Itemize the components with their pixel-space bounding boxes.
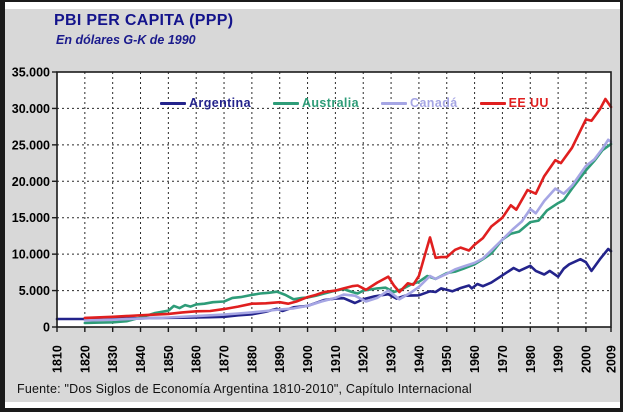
- x-tick-label: 1820: [78, 345, 92, 373]
- source-note: Fuente: "Dos Siglos de Economía Argentin…: [17, 382, 472, 396]
- x-tick-label: 1810: [51, 345, 65, 373]
- x-tick-label: 1930: [385, 345, 399, 373]
- x-tick-label: 1970: [496, 345, 510, 373]
- y-tick-label: 5.000: [19, 284, 50, 298]
- y-tick-label: 15.000: [12, 211, 50, 225]
- chart-title: PBI PER CAPITA (PPP): [54, 12, 234, 29]
- x-tick-label: 1860: [190, 345, 204, 373]
- legend-line-swatch: [160, 101, 186, 105]
- x-tick-label: 1980: [524, 345, 538, 373]
- x-tick-label: 1960: [468, 345, 482, 373]
- y-tick-label: 25.000: [12, 138, 50, 152]
- x-tick-label: 1880: [245, 345, 259, 373]
- x-tick-label: 1850: [162, 345, 176, 373]
- x-tick-label: 1990: [552, 345, 566, 373]
- legend-item-canadá: Canadá: [381, 96, 458, 110]
- x-axis-labels: 1810 1820 1830 1840 1850 1860 1870 1880 1890 1900…: [51, 345, 619, 373]
- x-tick-label: 1920: [357, 345, 371, 373]
- y-axis-labels: 0 5.000 10.000 15.000 20.000 25.000 30.000 35.0…: [12, 66, 50, 335]
- legend-item-argentina: Argentina: [160, 96, 251, 110]
- legend-label: Canadá: [410, 96, 458, 110]
- series-line-australia: [83, 142, 613, 325]
- x-tick-label: 2009: [605, 345, 619, 373]
- legend-line-swatch: [479, 101, 506, 105]
- x-tick-label: 1830: [106, 345, 120, 373]
- legend-label: Argentina: [189, 96, 251, 110]
- x-tick-label: 1870: [218, 345, 232, 373]
- image-frame-top: [0, 0, 623, 2]
- image-frame-right: [620, 0, 623, 412]
- plot-area: [57, 72, 611, 327]
- x-tick-label: 1890: [273, 345, 287, 373]
- chart-legend: Argentina Australia Canadá EE UU: [160, 96, 549, 110]
- chart-subtitle: En dólares G-K de 1990: [56, 33, 196, 47]
- y-tick-label: 0: [43, 321, 50, 335]
- x-tick-label: 1940: [412, 345, 426, 373]
- legend-item-ee-uu: EE UU: [479, 96, 549, 110]
- legend-label: Australia: [301, 96, 360, 110]
- legend-line-swatch: [272, 101, 299, 105]
- x-tick-label: 1840: [134, 345, 148, 373]
- image-frame-left: [0, 0, 5, 412]
- legend-item-australia: Australia: [272, 96, 360, 110]
- x-tick-label: 1950: [440, 345, 454, 373]
- legend-line-swatch: [381, 101, 408, 105]
- y-tick-label: 30.000: [12, 102, 50, 116]
- x-tick-label: 2000: [579, 345, 593, 373]
- series-line-canadá: [83, 138, 613, 322]
- gridlines: [57, 72, 611, 327]
- y-tick-label: 35.000: [12, 66, 50, 80]
- x-tick-label: 1900: [301, 345, 315, 373]
- image-frame-bottom: [0, 408, 623, 412]
- y-tick-label: 20.000: [12, 175, 50, 189]
- axis-ticks: [52, 71, 612, 332]
- y-tick-label: 10.000: [12, 248, 50, 262]
- legend-label: EE UU: [508, 96, 549, 110]
- x-tick-label: 1910: [329, 345, 343, 373]
- series-line-ee-uu: [83, 97, 613, 320]
- plot-border: [56, 71, 612, 328]
